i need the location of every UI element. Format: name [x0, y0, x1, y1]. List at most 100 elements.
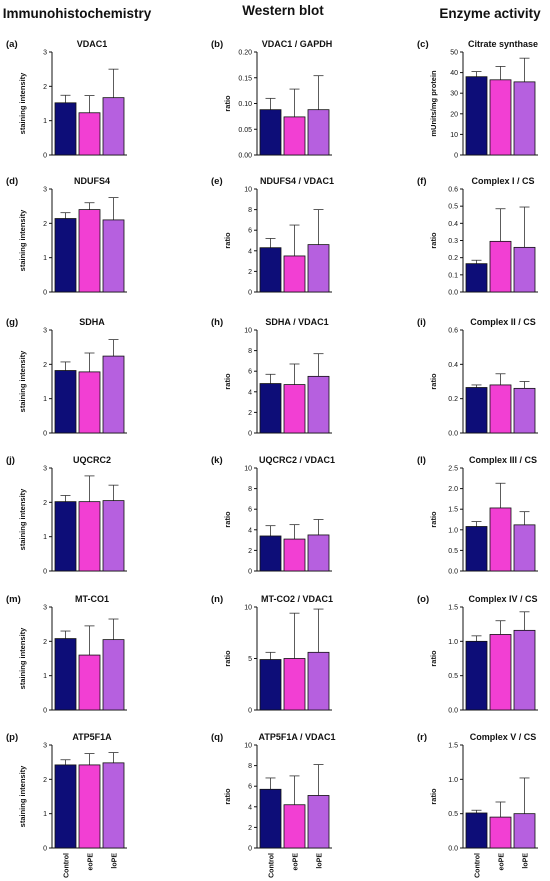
bar-eope [283, 538, 306, 572]
bar-eope [489, 384, 512, 434]
y-tick-label: 0 [248, 290, 252, 297]
panel-title: NDUFS4 / VDAC1 [260, 176, 334, 186]
panel-label: (r) [417, 732, 427, 743]
bar-eope [78, 764, 101, 849]
y-tick-label: 0 [248, 708, 252, 715]
y-axis-label: ratio [223, 511, 232, 528]
panel-label: (f) [417, 176, 427, 187]
panel-label: (k) [211, 455, 223, 466]
panel-p: (p) ATP5F1A 0 1 2 3 staining intensity Control e… [6, 732, 127, 878]
panel-title: MT-CO1 [75, 594, 109, 604]
panel-d: (d) NDUFS4 0 1 2 3 staining intensity [6, 176, 127, 297]
y-tick-label: 1.5 [448, 507, 458, 514]
bar-lope [307, 651, 330, 711]
y-tick-label: 0 [43, 153, 47, 160]
y-tick-label: 10 [244, 187, 252, 194]
y-tick-label: 0 [454, 153, 458, 160]
bar-lope [102, 762, 125, 849]
bar-eope [283, 255, 306, 293]
y-axis-label: ratio [223, 650, 232, 667]
y-tick-label: 0 [43, 290, 47, 297]
bar-control [259, 535, 282, 572]
y-axis-label: staining intensity [18, 627, 27, 690]
y-tick-label: 6 [248, 369, 252, 376]
y-tick-label: 3 [43, 187, 47, 194]
bar-eope [283, 116, 306, 156]
bar-lope [102, 639, 125, 711]
y-tick-label: 0.0 [448, 290, 458, 297]
panel-k: (k) UQCRC2 / VDAC1 0 2 4 6 8 10 ratio [211, 455, 335, 576]
panel-title: ATP5F1A / VDAC1 [258, 732, 335, 742]
y-tick-label: 2 [43, 362, 47, 369]
column-header-enzyme-activity: Enzyme activity [439, 6, 541, 21]
y-axis-label: staining intensity [18, 488, 27, 551]
y-tick-label: 1 [43, 255, 47, 262]
y-tick-label: 2 [248, 548, 252, 555]
y-tick-label: 2 [43, 639, 47, 646]
y-tick-label: 40 [450, 70, 458, 77]
panel-label: (h) [211, 317, 223, 328]
y-tick-label: 4 [248, 804, 252, 811]
bar-control [465, 76, 488, 156]
y-axis-label: staining intensity [18, 209, 27, 272]
panel-title: SDHA / VDAC1 [265, 317, 328, 327]
bar-control [259, 247, 282, 293]
panel-b: (b) VDAC1 / GAPDH 0.00 0.05 0.10 0.15 0.20 rati… [211, 39, 332, 160]
bar-control [465, 812, 488, 849]
bar-lope [102, 355, 125, 434]
bar-eope [489, 816, 512, 849]
panel-title: ATP5F1A [72, 732, 112, 742]
x-category-label: eoPE [88, 853, 95, 871]
y-tick-label: 1 [43, 118, 47, 125]
y-tick-label: 1 [43, 396, 47, 403]
y-tick-label: 2 [43, 500, 47, 507]
y-tick-label: 1.0 [448, 639, 458, 646]
y-tick-label: 3 [43, 466, 47, 473]
y-tick-label: 0.6 [448, 187, 458, 194]
panel-a: (a) VDAC1 0 1 2 3 staining intensity [6, 39, 127, 160]
panel-m: (m) MT-CO1 0 1 2 3 staining intensity [6, 594, 127, 715]
panel-label: (j) [6, 455, 15, 466]
panel-c: (c) Citrate synthase 0 10 20 30 40 50 mUnits/mg … [417, 39, 538, 160]
x-category-label: Control [475, 853, 482, 878]
y-tick-label: 10 [244, 605, 252, 612]
panel-label: (q) [211, 732, 223, 743]
y-tick-label: 50 [450, 50, 458, 57]
column-header-immunohistochemistry: Immunohistochemistry [3, 6, 152, 21]
y-tick-label: 10 [450, 132, 458, 139]
bar-eope [283, 384, 306, 434]
bar-control [54, 501, 77, 572]
y-axis-label: ratio [223, 373, 232, 390]
y-tick-label: 0.4 [448, 221, 458, 228]
y-tick-label: 8 [248, 348, 252, 355]
panel-e: (e) NDUFS4 / VDAC1 0 2 4 6 8 10 ratio [211, 176, 334, 297]
y-tick-label: 10 [244, 328, 252, 335]
panel-label: (e) [211, 176, 223, 187]
bar-eope [78, 654, 101, 711]
bar-control [465, 387, 488, 434]
x-category-label: loPE [317, 853, 324, 869]
bar-control [465, 526, 488, 572]
bar-control [54, 638, 77, 711]
panel-h: (h) SDHA / VDAC1 0 2 4 6 8 10 ratio [211, 317, 332, 438]
y-tick-label: 0.1 [448, 272, 458, 279]
y-tick-label: 0.0 [448, 431, 458, 438]
y-tick-label: 3 [43, 605, 47, 612]
y-tick-label: 1 [43, 673, 47, 680]
y-tick-label: 0 [43, 708, 47, 715]
bar-control [465, 263, 488, 293]
panel-q: (q) ATP5F1A / VDAC1 0 2 4 6 8 10 ratio Control eoP… [211, 732, 336, 878]
y-tick-label: 0.0 [448, 708, 458, 715]
bar-control [54, 764, 77, 849]
bar-lope [513, 524, 536, 572]
y-tick-label: 6 [248, 507, 252, 514]
panel-label: (o) [417, 594, 429, 605]
y-tick-label: 2 [248, 410, 252, 417]
panel-label: (b) [211, 39, 223, 50]
y-tick-label: 1 [43, 534, 47, 541]
y-tick-label: 0.6 [448, 328, 458, 335]
bar-eope [489, 240, 512, 293]
y-tick-label: 0.0 [448, 846, 458, 853]
bar-lope [307, 109, 330, 156]
